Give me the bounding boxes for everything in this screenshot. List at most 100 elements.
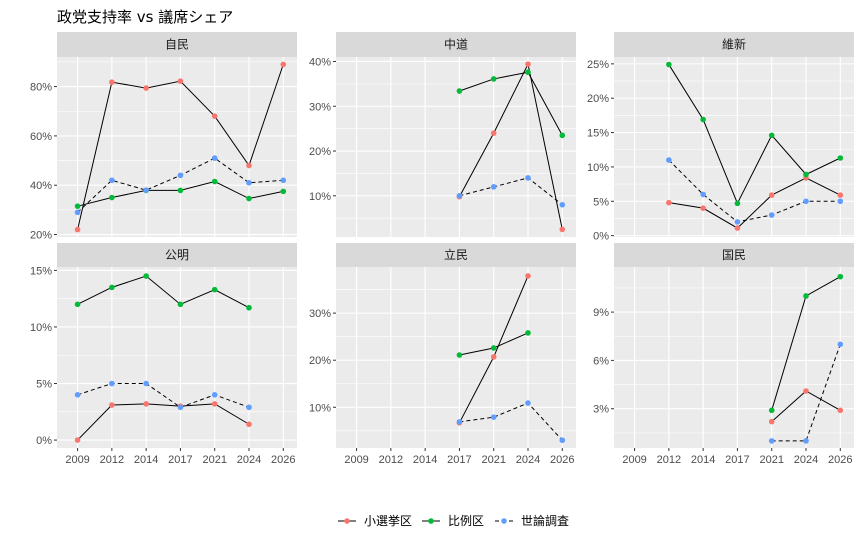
- legend-label: 小選挙区: [364, 514, 412, 528]
- data-point-poll: [74, 209, 81, 216]
- facet-panel: 立民 10% 20% 30% 2009 2012 2014 2017 2021 2024 2026: [309, 243, 576, 466]
- series-line-poll: [77, 383, 250, 408]
- legend-item-smd: 小選挙区: [338, 514, 412, 528]
- data-point-smd: [280, 61, 287, 68]
- series-line-poll: [459, 177, 563, 206]
- data-point-pr: [490, 76, 497, 82]
- x-tick-label: 2014: [413, 454, 437, 466]
- facet-strip-label: 維新: [722, 37, 746, 52]
- data-point-pr: [666, 61, 672, 68]
- x-tick-label: 2017: [447, 454, 471, 466]
- x-tick-label: 2017: [725, 454, 749, 466]
- data-point-poll: [143, 380, 149, 387]
- facet-panel: 維新 0% 5% 10% 15% 20% 25%: [587, 32, 854, 243]
- facet-strip-label: 公明: [165, 248, 189, 262]
- y-tick-label: 20%: [30, 230, 52, 242]
- data-point-pr: [456, 88, 463, 94]
- data-point-smd: [246, 162, 252, 169]
- data-point-pr: [837, 155, 844, 161]
- data-point-poll: [177, 172, 184, 179]
- data-point-smd: [734, 225, 741, 231]
- data-point-poll: [109, 380, 115, 387]
- data-point-poll: [700, 191, 706, 198]
- x-tick-label: 2012: [100, 454, 124, 466]
- x-tick-label: 2009: [344, 454, 368, 466]
- data-point-smd: [74, 437, 81, 443]
- facet-strip: [614, 243, 854, 267]
- data-point-smd: [490, 130, 497, 136]
- y-tick-label: 5%: [36, 379, 52, 391]
- data-point-pr: [734, 200, 741, 207]
- chart-title: 政党支持率 vs 議席シェア: [57, 8, 233, 26]
- legend-label: 比例区: [448, 514, 484, 528]
- facet-strip-label: 中道: [444, 37, 468, 52]
- data-point-smd: [177, 78, 184, 84]
- facet-panel: 中道 10% 20% 30% 40%: [309, 32, 576, 237]
- data-point-smd: [837, 407, 844, 414]
- data-point-pr: [768, 132, 775, 139]
- facet-strip-label: 国民: [722, 248, 746, 262]
- legend-key-point: [501, 518, 507, 524]
- series-line-smd: [458, 62, 563, 230]
- x-tick-label: 2014: [691, 454, 715, 466]
- data-point-pr: [246, 304, 252, 311]
- data-point-smd: [559, 226, 566, 233]
- facet-panel: 公明 0% 5% 10% 15% 2009 2012 2014 2017 2021 2024 2026: [30, 243, 297, 466]
- y-tick-label: 10%: [587, 162, 609, 174]
- series-line-pr: [77, 275, 250, 309]
- legend-key-point: [344, 518, 350, 524]
- facet-strip: [57, 243, 297, 267]
- data-point-smd: [109, 402, 115, 408]
- data-point-poll: [246, 404, 252, 411]
- series-line-poll: [459, 402, 563, 441]
- facet-panels: 自民 20% 40% 60% 80% 中道 10% 20% 30% 40% 維新 0% 5% 10% 15%…: [30, 32, 854, 466]
- data-point-pr: [490, 345, 497, 351]
- y-tick-label: 10%: [309, 191, 331, 203]
- facet-strip: [336, 243, 576, 267]
- y-tick-label: 40%: [309, 56, 331, 68]
- data-point-poll: [74, 392, 81, 398]
- data-point-smd: [525, 273, 531, 279]
- y-tick-label: 20%: [309, 355, 331, 367]
- data-point-smd: [768, 418, 775, 425]
- data-point-pr: [768, 407, 775, 414]
- data-point-poll: [803, 198, 809, 205]
- y-tick-label: 20%: [587, 93, 609, 105]
- data-point-pr: [700, 116, 706, 123]
- data-point-smd: [74, 226, 81, 233]
- facet-panel: 国民 3% 6% 9% 2009 2012 2014 2017 2021 2024 2026: [593, 243, 854, 466]
- data-point-poll: [525, 400, 531, 406]
- x-tick-label: 2012: [379, 454, 403, 466]
- series-line-smd: [668, 177, 841, 229]
- legend-item-pr: 比例区: [422, 514, 484, 528]
- data-point-pr: [456, 352, 463, 358]
- y-tick-label: 3%: [593, 404, 609, 416]
- y-tick-label: 80%: [30, 82, 52, 94]
- x-tick-label: 2014: [134, 454, 158, 466]
- data-point-pr: [109, 284, 115, 291]
- legend-key-point: [428, 518, 434, 524]
- data-point-poll: [837, 198, 844, 205]
- series-line-pr: [459, 71, 563, 136]
- y-tick-label: 15%: [30, 265, 52, 277]
- data-point-pr: [74, 301, 81, 308]
- x-tick-label: 2009: [622, 454, 646, 466]
- data-point-poll: [490, 414, 497, 420]
- data-point-smd: [211, 401, 218, 407]
- data-point-poll: [456, 193, 463, 199]
- facet-strip: [614, 32, 854, 57]
- data-point-smd: [490, 354, 497, 360]
- data-point-poll: [559, 437, 566, 444]
- data-point-poll: [211, 155, 218, 161]
- facet-strip-label: 自民: [165, 38, 189, 52]
- data-point-pr: [177, 187, 184, 194]
- facet-strip-label: 立民: [444, 247, 468, 262]
- data-point-poll: [177, 404, 184, 411]
- data-point-pr: [280, 188, 287, 195]
- data-point-pr: [803, 171, 809, 178]
- facet-strip: [336, 32, 576, 57]
- x-tick-label: 2026: [828, 454, 852, 466]
- panel-background: [57, 267, 297, 448]
- data-point-smd: [143, 85, 149, 91]
- facet-strip: [57, 32, 297, 57]
